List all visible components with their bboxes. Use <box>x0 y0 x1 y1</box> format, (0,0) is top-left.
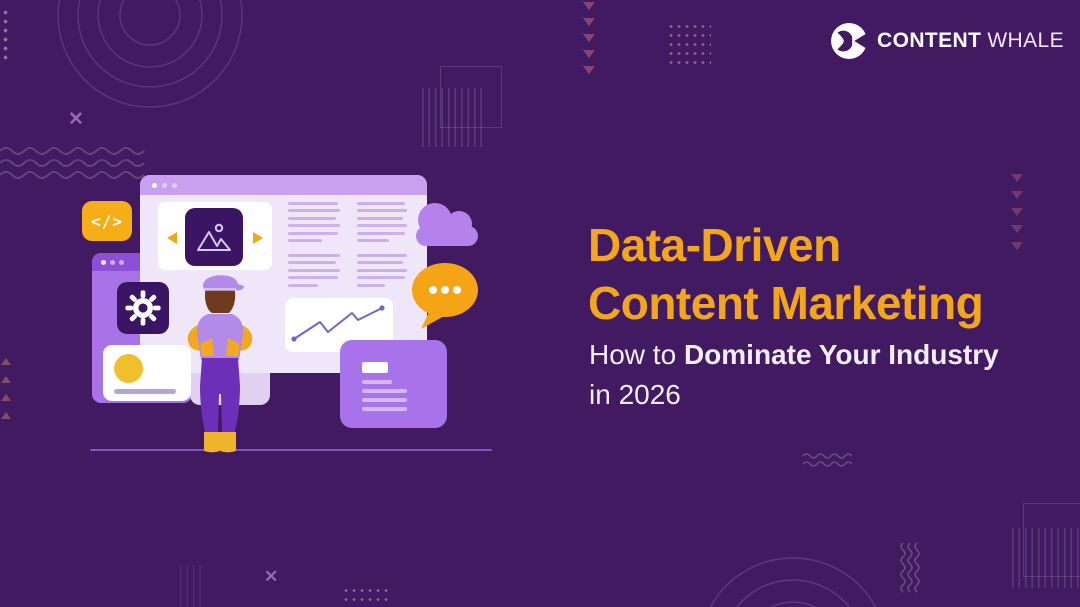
decor-circles-bottom <box>709 557 877 607</box>
card-text-line <box>362 380 392 384</box>
carousel-left-arrow <box>167 232 177 244</box>
headline: Data-Driven Content Marketing <box>588 216 1028 332</box>
card-text-line <box>362 389 407 393</box>
decor-x-mark-top: ✕ <box>68 109 84 130</box>
gear-icon <box>125 290 161 326</box>
person-illustration <box>187 275 253 453</box>
browser-window-titlebar <box>140 175 427 195</box>
text-column <box>357 202 407 291</box>
decor-circles-top-left <box>57 0 243 108</box>
window-dot <box>172 182 177 188</box>
subtitle-prefix: How to <box>589 339 677 370</box>
image-icon <box>197 223 231 251</box>
decor-hatch-top <box>422 88 484 147</box>
window-dot <box>110 259 115 265</box>
decor-dot-column-left <box>3 8 8 62</box>
line-chart-icon <box>291 305 385 342</box>
text-column <box>288 202 340 291</box>
whale-tail-icon <box>831 23 869 59</box>
decor-waves-left <box>0 147 145 179</box>
subtitle: How to Dominate Your Industry in 2026 <box>589 335 1029 415</box>
subtitle-emphasis: Dominate Your Industry <box>683 339 999 370</box>
window-dot <box>152 182 157 188</box>
avatar-card <box>103 345 191 401</box>
subtitle-line2: in 2026 <box>589 379 681 410</box>
headline-line2: Content Marketing <box>588 277 984 329</box>
brand-name-light: WHALE <box>987 29 1064 52</box>
headline-line1: Data-Driven <box>588 219 841 271</box>
decor-x-mark-bottom: ✕ <box>264 567 279 586</box>
decor-dot-grid-bottom <box>342 586 390 607</box>
decor-squiggles-bottom <box>802 453 853 467</box>
settings-tile <box>117 282 169 334</box>
decor-dot-grid-top <box>667 22 711 68</box>
brand-name: CONTENT WHALE <box>877 29 1064 53</box>
code-badge: </> <box>82 201 132 241</box>
avatar <box>114 354 143 383</box>
cloud-icon <box>416 203 478 246</box>
speech-bubble-icon <box>412 263 478 329</box>
card-text-line <box>362 398 407 402</box>
decor-vertical-squiggles <box>900 542 920 593</box>
window-dot <box>162 182 167 188</box>
decor-square-bottom-right <box>1023 503 1080 577</box>
brand-logo: CONTENT WHALE <box>830 22 1064 60</box>
decor-square-top <box>440 66 502 128</box>
image-tile <box>185 208 243 266</box>
image-carousel <box>158 202 272 270</box>
card-text-line <box>362 407 407 411</box>
decor-hatch-bottom-left <box>180 565 202 607</box>
code-icon: </> <box>91 211 123 231</box>
ground-line <box>90 449 492 451</box>
content-card <box>340 340 447 428</box>
decor-hatch-bottom-right <box>1012 528 1080 588</box>
brand-name-bold: CONTENT <box>877 29 982 52</box>
decor-triangle-column-left-edge <box>1 358 11 419</box>
window-dot <box>101 259 106 265</box>
card-heading-block <box>362 362 388 373</box>
window-dot <box>119 259 124 265</box>
decor-triangle-column-top <box>583 2 595 74</box>
carousel-right-arrow <box>253 232 263 244</box>
avatar-text-line <box>114 389 176 394</box>
